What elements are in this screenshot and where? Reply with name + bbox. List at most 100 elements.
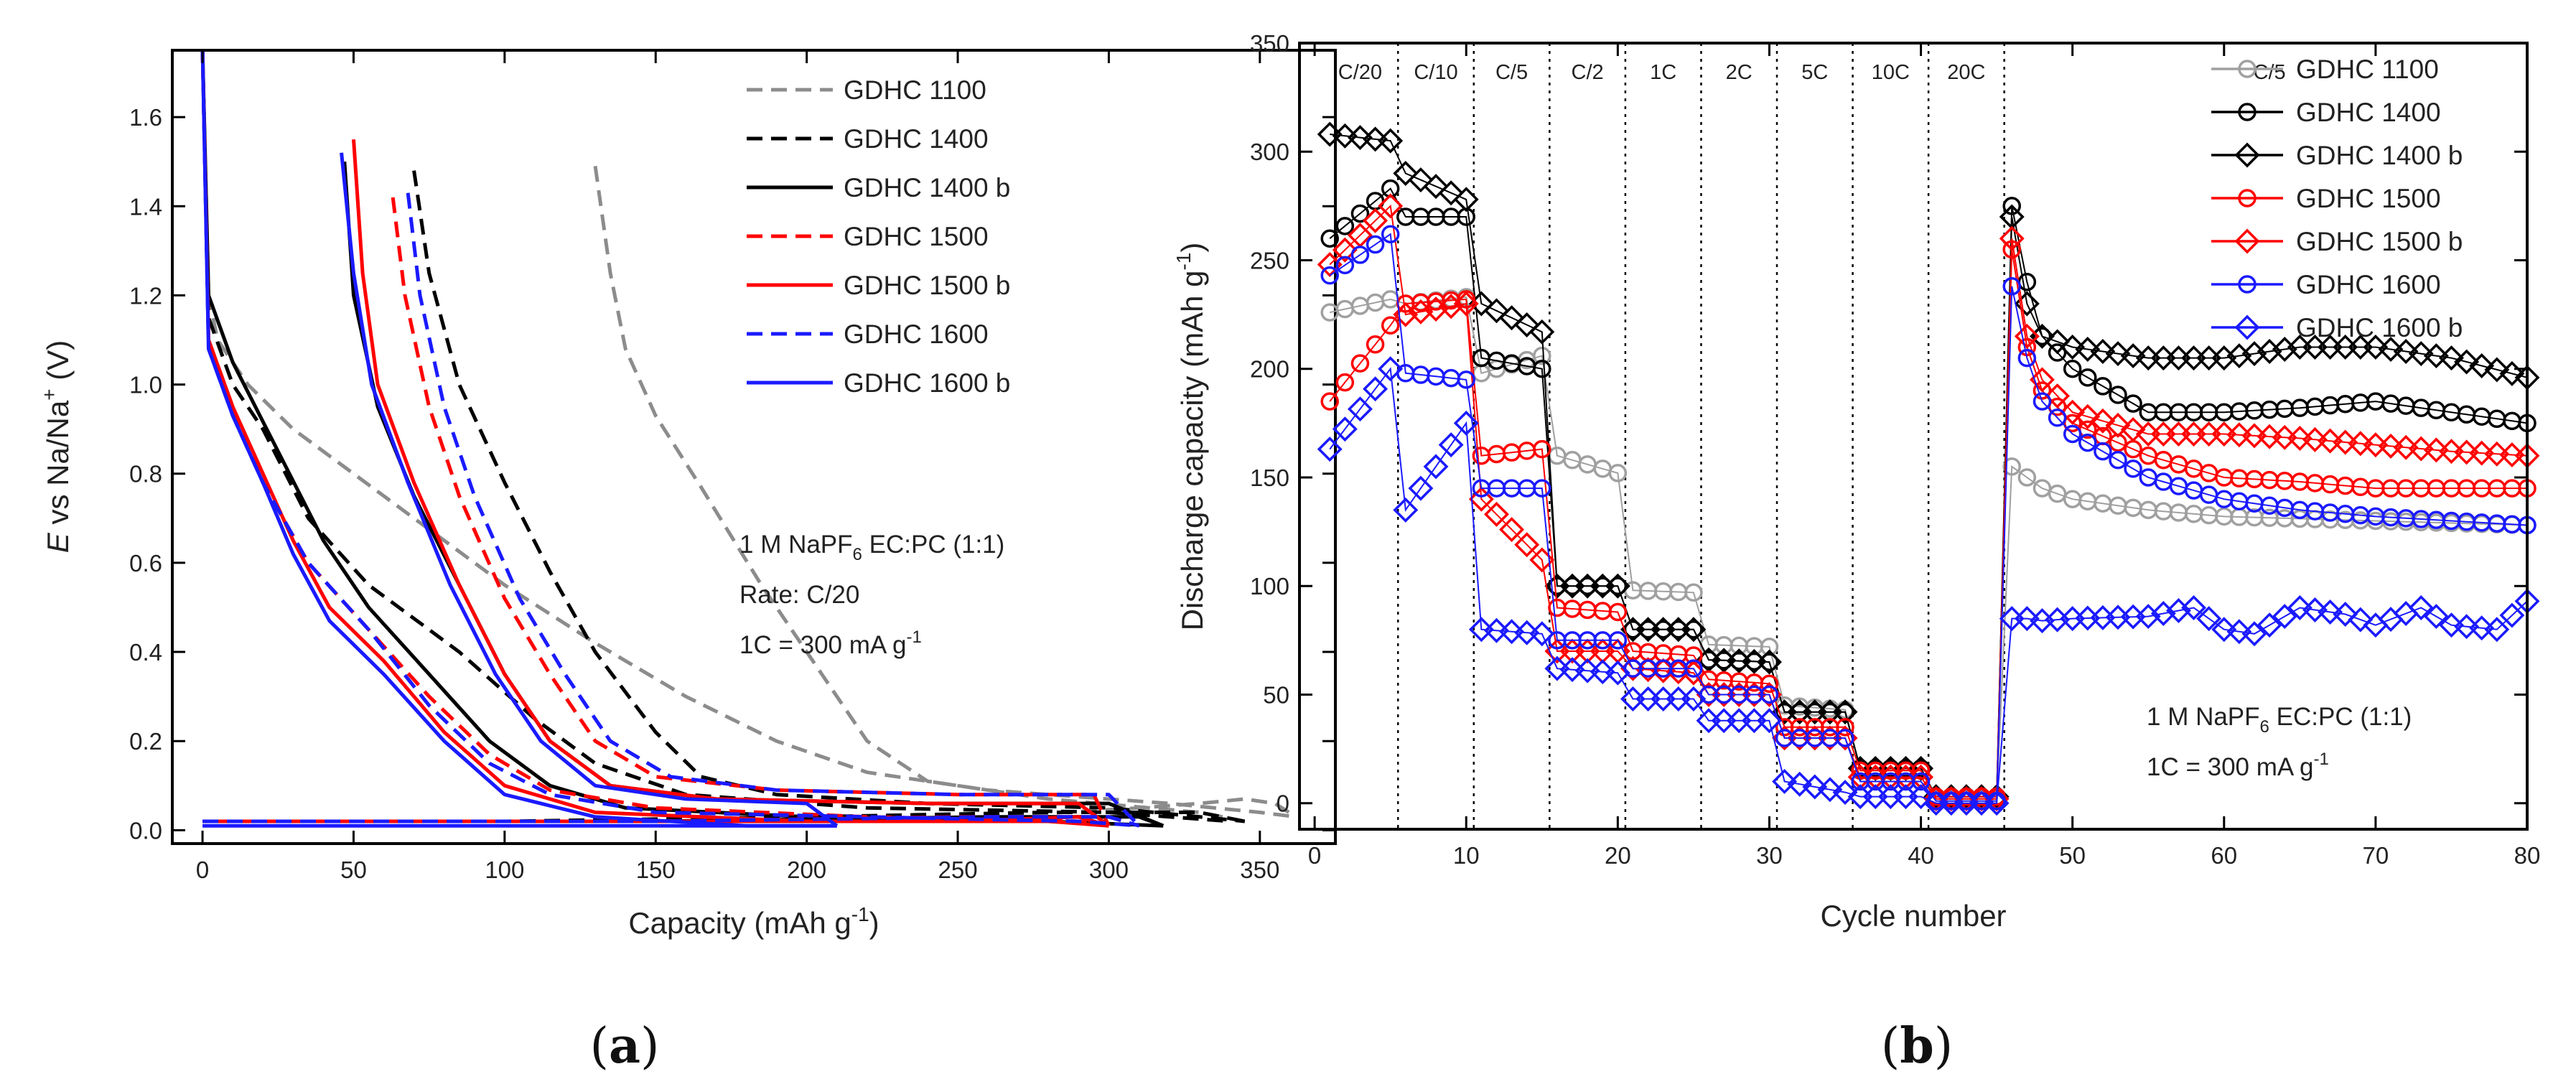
rate-label-c-20: C/20	[1338, 61, 1382, 84]
data-point-gdhc-1600-b	[2454, 614, 2480, 640]
data-point-gdhc-1400	[2442, 403, 2461, 421]
data-point-gdhc-1400	[2335, 394, 2355, 414]
data-point-gdhc-1500-b	[1363, 207, 1389, 233]
data-point-gdhc-1100	[1548, 446, 1567, 465]
x-tick-label: 40	[1908, 842, 1934, 869]
data-point-gdhc-1600	[2215, 490, 2234, 508]
data-point-gdhc-1400-b	[2423, 343, 2449, 369]
data-point-gdhc-1400-b	[2090, 339, 2116, 365]
data-point-gdhc-1500	[2457, 479, 2476, 498]
data-point-gdhc-1600-b	[1817, 777, 1843, 803]
data-point-gdhc-1600-b	[1483, 617, 1509, 643]
data-point-gdhc-1600-b	[2241, 621, 2267, 647]
data-point-gdhc-1500	[2275, 472, 2294, 490]
data-point-gdhc-1400-b	[2408, 341, 2434, 367]
data-point-gdhc-1400	[2154, 403, 2173, 421]
data-point-gdhc-1600-b	[1529, 621, 1555, 647]
data-point-gdhc-1400	[1487, 351, 1506, 370]
data-point-gdhc-1600-b	[1499, 619, 1525, 645]
data-point-gdhc-1400	[2017, 272, 2037, 291]
legend-label-gdhc-1600-b: GDHC 1600 b	[844, 368, 1010, 398]
data-point-gdhc-1500-b	[2348, 431, 2374, 457]
data-point-gdhc-1500	[2199, 464, 2218, 482]
panel-a-ticks: 0 50 100 150 200 250 300 350 0.0 0.2 0.4 0.6 0.8 1.0 1…	[129, 50, 1335, 883]
panel-b-data-points	[1317, 121, 2540, 816]
data-point-gdhc-1500	[2260, 470, 2279, 490]
panel-a-1c-label: 1C = 300 mA g-1	[739, 627, 922, 659]
data-point-gdhc-1500	[1578, 600, 1597, 620]
data-point-gdhc-1400-b	[1393, 161, 1419, 186]
data-point-gdhc-1600	[1427, 367, 1445, 386]
panel-b-ticks: 0 10 20 30 40 50 60 70 80 0 50 100 150 200 250 300 350	[1250, 30, 2540, 869]
data-point-gdhc-1600	[2290, 500, 2310, 520]
data-point-gdhc-1600-b	[1756, 708, 1782, 734]
panel-b-chart: 0 10 20 30 40 50 60 70 80 0 50 100 150 200 250 300 350 C…	[1172, 30, 2540, 933]
x-tick-label: 0	[196, 857, 209, 883]
data-point-gdhc-1400-b	[2075, 337, 2101, 362]
data-point-gdhc-1600	[2094, 442, 2112, 461]
curve-gdhc-1600-charge	[202, 815, 1140, 828]
data-point-gdhc-1100	[2017, 468, 2037, 487]
data-point-gdhc-1600-b	[1574, 658, 1600, 683]
data-point-gdhc-1100	[1320, 303, 1339, 322]
data-point-gdhc-1600	[1821, 729, 1839, 747]
data-point-gdhc-1400-b	[1438, 180, 1464, 206]
y-tick-label: 0	[1277, 790, 1289, 817]
data-point-gdhc-1400	[2260, 400, 2279, 419]
data-point-gdhc-1400	[1502, 354, 1521, 373]
curve-gdhc-1100-discharge	[200, 50, 1297, 819]
data-point-gdhc-1500	[2320, 475, 2340, 494]
data-point-gdhc-1100	[1578, 455, 1597, 474]
data-point-gdhc-1100	[2078, 492, 2097, 510]
data-point-gdhc-1600	[1638, 659, 1658, 678]
data-point-gdhc-1600-b	[2226, 619, 2252, 645]
panel-a-caption: (a)	[589, 1017, 659, 1075]
data-point-gdhc-1600	[1487, 479, 1506, 498]
data-point-gdhc-1400	[2381, 394, 2400, 413]
rate-label-c-5: C/5	[1495, 61, 1528, 84]
data-point-gdhc-1500	[2335, 476, 2355, 495]
data-point-gdhc-1400-b	[2484, 357, 2510, 383]
data-point-gdhc-1500	[1608, 602, 1628, 622]
data-point-gdhc-1600	[2472, 513, 2491, 532]
data-point-gdhc-1500-b	[2302, 426, 2328, 452]
data-point-gdhc-1100	[2033, 479, 2052, 498]
data-point-gdhc-1500	[2305, 474, 2325, 493]
x-tick-label: 30	[1756, 842, 1783, 869]
data-point-gdhc-1100	[1335, 299, 1355, 319]
legend-marker-gdhc-1600	[2238, 275, 2257, 294]
data-point-gdhc-1500	[2366, 479, 2385, 498]
panel-a-annotation: 1 M NaPF6 EC:PC (1:1) Rate: C/20 1C = 30…	[739, 531, 1004, 659]
data-point-gdhc-1400-b	[2393, 339, 2419, 365]
panel-b-caption: (b)	[1881, 1017, 1954, 1075]
y-tick-label: 150	[1250, 465, 1289, 491]
data-point-gdhc-1500-b	[2363, 432, 2389, 458]
curve-gdhc-1100-charge	[202, 797, 1297, 823]
data-point-gdhc-1500-b	[1423, 297, 1449, 322]
data-point-gdhc-1500-b	[1483, 501, 1509, 527]
data-point-gdhc-1600	[1502, 479, 1521, 498]
data-point-gdhc-1500	[2230, 469, 2249, 487]
data-point-gdhc-1500-b	[2075, 403, 2101, 429]
data-point-gdhc-1400-b	[2378, 337, 2404, 362]
data-point-gdhc-1400	[2290, 398, 2310, 417]
y-tick-label: 0.0	[129, 817, 162, 844]
data-point-gdhc-1500	[2488, 479, 2506, 498]
x-tick-label: 100	[485, 857, 524, 883]
data-point-gdhc-1600	[1806, 729, 1824, 747]
data-point-gdhc-1100	[1350, 297, 1370, 315]
data-point-gdhc-1100	[1563, 451, 1582, 470]
curve-gdhc-1500-b-discharge	[200, 50, 1109, 828]
data-point-gdhc-1400	[2169, 403, 2188, 421]
curve-gdhc-1400-b-charge2	[342, 162, 1165, 828]
data-point-gdhc-1400	[1533, 359, 1551, 378]
legend-marker-gdhc-1400	[2238, 103, 2257, 121]
panel-b-x-axis-label: Cycle number	[1820, 899, 2006, 933]
legend-marker-gdhc-1400-b	[2234, 142, 2260, 168]
data-point-gdhc-1400	[2275, 399, 2294, 419]
data-point-gdhc-1100	[2184, 505, 2203, 523]
x-tick-label: 250	[938, 857, 977, 883]
legend-label-gdhc-1500: GDHC 1500	[2296, 184, 2441, 213]
data-point-gdhc-1100	[1684, 583, 1703, 602]
